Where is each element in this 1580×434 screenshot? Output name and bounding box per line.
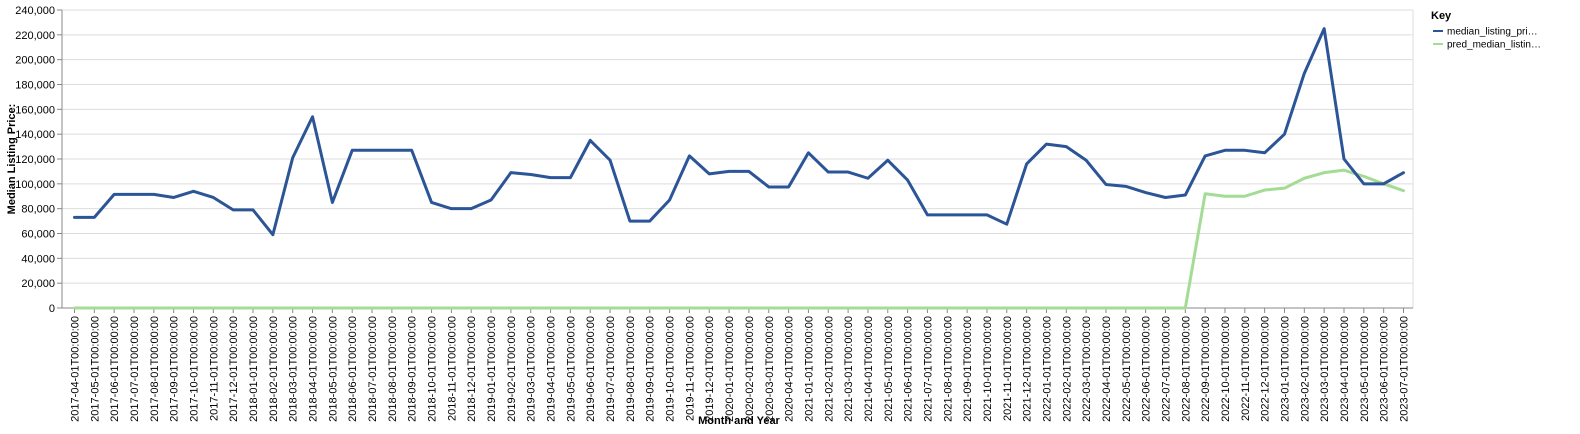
plot-area bbox=[73, 27, 1405, 310]
gridlines bbox=[62, 9, 1414, 309]
x-tick-label: 2020-03-01T00:00:00 bbox=[764, 316, 776, 422]
series-line-pred-median-listing bbox=[73, 168, 1405, 310]
y-tick-label: 100,000 bbox=[15, 179, 55, 191]
legend-label: pred_median_listin… bbox=[1447, 40, 1541, 51]
x-tick-label: 2023-06-01T00:00:00 bbox=[1379, 316, 1391, 422]
x-tick-label: 2018-02-01T00:00:00 bbox=[268, 316, 280, 422]
x-tick-label: 2022-11-01T00:00:00 bbox=[1240, 316, 1252, 421]
x-tick-label: 2023-07-01T00:00:00 bbox=[1399, 316, 1411, 422]
x-tick-label: 2019-05-01T00:00:00 bbox=[565, 316, 577, 422]
x-tick-label: 2017-08-01T00:00:00 bbox=[149, 316, 161, 422]
x-tick-label: 2022-05-01T00:00:00 bbox=[1121, 316, 1133, 422]
x-tick-label: 2018-11-01T00:00:00 bbox=[446, 316, 458, 421]
x-axis: 2017-04-01T00:00:00 2017-05-01T00:00:00 20… bbox=[62, 307, 1413, 422]
x-tick-label: 2021-08-01T00:00:00 bbox=[942, 316, 954, 422]
x-tick-label: 2020-01-01T00:00:00 bbox=[724, 316, 736, 422]
x-tick-label: 2018-08-01T00:00:00 bbox=[387, 316, 399, 422]
legend: Key median_listing_pri… pred_median_listi… bbox=[1431, 10, 1541, 51]
x-tick-label: 2022-10-01T00:00:00 bbox=[1220, 316, 1232, 422]
x-tick-label: 2023-01-01T00:00:00 bbox=[1279, 316, 1291, 422]
y-axis-title: Median Listing Price: bbox=[6, 104, 18, 215]
x-tick-label: 2018-01-01T00:00:00 bbox=[248, 316, 260, 422]
x-tick-label: 2021-02-01T00:00:00 bbox=[823, 316, 835, 422]
x-tick-label: 2022-07-01T00:00:00 bbox=[1160, 316, 1172, 422]
x-tick-label: 2019-01-01T00:00:00 bbox=[486, 316, 498, 422]
x-tick-label: 2017-12-01T00:00:00 bbox=[228, 316, 240, 422]
x-tick-label: 2019-12-01T00:00:00 bbox=[704, 316, 716, 422]
x-tick-label: 2019-06-01T00:00:00 bbox=[585, 316, 597, 422]
x-tick-label: 2021-10-01T00:00:00 bbox=[982, 316, 994, 422]
y-tick-label: 0 bbox=[49, 303, 55, 315]
y-tick-label: 60,000 bbox=[21, 229, 55, 241]
x-tick-label: 2020-02-01T00:00:00 bbox=[744, 316, 756, 422]
y-tick-label: 220,000 bbox=[15, 30, 55, 42]
x-tick-label: 2018-12-01T00:00:00 bbox=[466, 316, 478, 422]
x-tick-label: 2018-09-01T00:00:00 bbox=[407, 316, 419, 422]
x-tick-label: 2022-08-01T00:00:00 bbox=[1180, 316, 1192, 422]
x-tick-label: 2021-11-01T00:00:00 bbox=[1002, 316, 1014, 421]
x-tick-label: 2019-04-01T00:00:00 bbox=[546, 316, 558, 422]
x-tick-label: 2018-07-01T00:00:00 bbox=[367, 316, 379, 422]
series-line-median-listing-price bbox=[73, 27, 1405, 237]
x-tick-label: 2017-10-01T00:00:00 bbox=[189, 316, 201, 422]
x-tick-label: 2019-11-01T00:00:00 bbox=[684, 316, 696, 421]
y-tick-label: 40,000 bbox=[21, 253, 55, 265]
x-tick-label: 2018-06-01T00:00:00 bbox=[347, 316, 359, 422]
x-tick-label: 2017-04-01T00:00:00 bbox=[70, 316, 82, 422]
x-tick-label: 2021-06-01T00:00:00 bbox=[903, 316, 915, 422]
x-tick-label: 2022-03-01T00:00:00 bbox=[1081, 316, 1093, 422]
x-tick-label: 2021-03-01T00:00:00 bbox=[843, 316, 855, 422]
x-tick-label: 2017-09-01T00:00:00 bbox=[169, 316, 181, 422]
x-tick-label: 2019-02-01T00:00:00 bbox=[506, 316, 518, 422]
x-tick-label: 2020-04-01T00:00:00 bbox=[784, 316, 796, 422]
y-tick-label: 200,000 bbox=[15, 55, 55, 67]
x-tick-label: 2018-05-01T00:00:00 bbox=[327, 316, 339, 422]
x-tick-label: 2021-01-01T00:00:00 bbox=[803, 316, 815, 422]
x-tick-label: 2022-09-01T00:00:00 bbox=[1200, 316, 1212, 422]
x-tick-label: 2018-04-01T00:00:00 bbox=[308, 316, 320, 422]
x-tick-label: 2022-01-01T00:00:00 bbox=[1041, 316, 1053, 422]
x-tick-label: 2019-07-01T00:00:00 bbox=[605, 316, 617, 422]
x-tick-label: 2023-04-01T00:00:00 bbox=[1339, 316, 1351, 422]
y-tick-label: 140,000 bbox=[15, 129, 55, 141]
y-tick-label: 20,000 bbox=[21, 278, 55, 290]
x-tick-label: 2021-05-01T00:00:00 bbox=[883, 316, 895, 422]
x-tick-label: 2018-03-01T00:00:00 bbox=[288, 316, 300, 422]
x-tick-label: 2022-12-01T00:00:00 bbox=[1260, 316, 1272, 422]
x-tick-label: 2019-03-01T00:00:00 bbox=[526, 316, 538, 422]
x-tick-label: 2022-02-01T00:00:00 bbox=[1061, 316, 1073, 422]
y-tick-label: 80,000 bbox=[21, 204, 55, 216]
x-tick-label: 2019-10-01T00:00:00 bbox=[665, 316, 677, 422]
x-tick-label: 2017-06-01T00:00:00 bbox=[109, 316, 121, 422]
y-tick-label: 120,000 bbox=[15, 154, 55, 166]
x-tick-label: 2022-06-01T00:00:00 bbox=[1141, 316, 1153, 422]
x-tick-label: 2018-10-01T00:00:00 bbox=[427, 316, 439, 422]
legend-label: median_listing_pri… bbox=[1447, 27, 1538, 38]
x-tick-label: 2023-05-01T00:00:00 bbox=[1359, 316, 1371, 422]
x-tick-label: 2021-12-01T00:00:00 bbox=[1022, 316, 1034, 422]
x-tick-label: 2022-04-01T00:00:00 bbox=[1101, 316, 1113, 422]
x-tick-label: 2021-04-01T00:00:00 bbox=[863, 316, 875, 422]
x-tick-label: 2017-05-01T00:00:00 bbox=[89, 316, 101, 422]
x-tick-label: 2019-09-01T00:00:00 bbox=[645, 316, 657, 422]
x-tick-label: 2021-09-01T00:00:00 bbox=[962, 316, 974, 422]
x-tick-label: 2023-02-01T00:00:00 bbox=[1299, 316, 1311, 422]
x-tick-label: 2017-11-01T00:00:00 bbox=[208, 316, 220, 421]
y-tick-label: 160,000 bbox=[15, 104, 55, 116]
x-axis-title: Month and Year bbox=[698, 415, 780, 427]
y-axis: 0 20,000 40,000 60,000 80,000 100,000 120,000 1… bbox=[15, 5, 63, 315]
x-tick-label: 2017-07-01T00:00:00 bbox=[129, 316, 141, 422]
legend-title: Key bbox=[1431, 10, 1452, 22]
y-tick-label: 240,000 bbox=[15, 5, 55, 17]
x-tick-label: 2019-08-01T00:00:00 bbox=[625, 316, 637, 422]
x-tick-label: 2023-03-01T00:00:00 bbox=[1319, 316, 1331, 422]
y-tick-label: 180,000 bbox=[15, 80, 55, 92]
x-tick-label: 2021-07-01T00:00:00 bbox=[922, 316, 934, 422]
